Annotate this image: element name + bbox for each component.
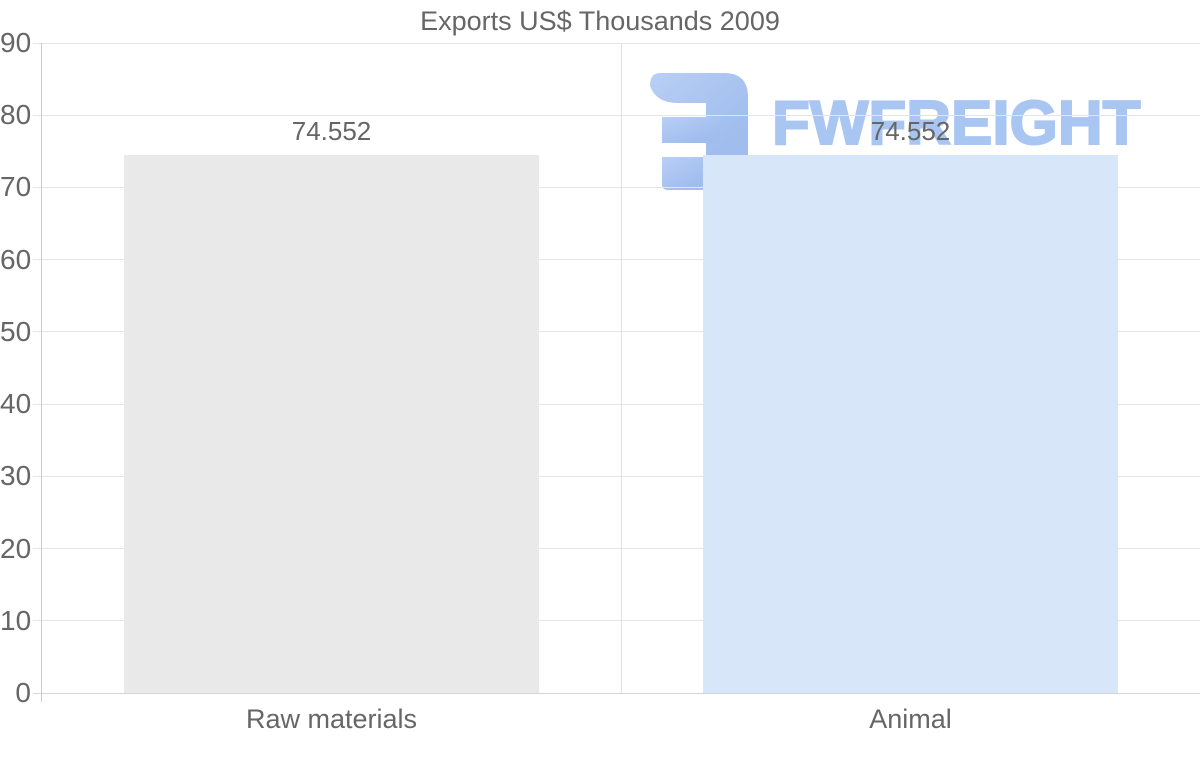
gridline [33, 186, 1200, 188]
gridline [33, 114, 1200, 116]
chart-title: Exports US$ Thousands 2009 [420, 6, 780, 36]
bar-value-label: 74.552 [291, 115, 372, 146]
y-axis-tick-label: 60 [0, 243, 32, 275]
watermark-brand-text: FWFREIGHT [771, 89, 1141, 158]
fwfreight-logo-icon [650, 73, 748, 190]
gridline [33, 42, 1200, 44]
bar-value-label: 74.552 [870, 115, 951, 146]
gridline [33, 475, 1200, 477]
category-divider-gridline [620, 43, 622, 693]
gridline [33, 331, 1200, 333]
x-axis-category-label: Raw materials [245, 704, 418, 734]
y-axis-tick-label: 20 [0, 532, 32, 564]
gridline [33, 403, 1200, 405]
gridline [33, 259, 1200, 261]
bar-raw-materials[interactable] [124, 154, 539, 693]
y-axis-line [41, 43, 42, 702]
y-axis-tick-label: 40 [0, 388, 32, 420]
y-axis-tick-label: 70 [0, 171, 32, 203]
y-axis-tick-label: 30 [0, 460, 32, 492]
y-axis-tick-label: 90 [0, 27, 32, 58]
y-axis-tick-label: 0 [15, 677, 31, 708]
y-axis-tick-label: 50 [0, 315, 32, 347]
y-axis-tick-label: 10 [0, 604, 32, 636]
x-axis-category-label: Animal [869, 704, 952, 734]
gridline [33, 548, 1200, 550]
zero-gridline [33, 692, 1200, 694]
bar-animal[interactable] [703, 154, 1118, 693]
y-axis-tick-label: 80 [0, 99, 32, 131]
gridline [33, 620, 1200, 622]
